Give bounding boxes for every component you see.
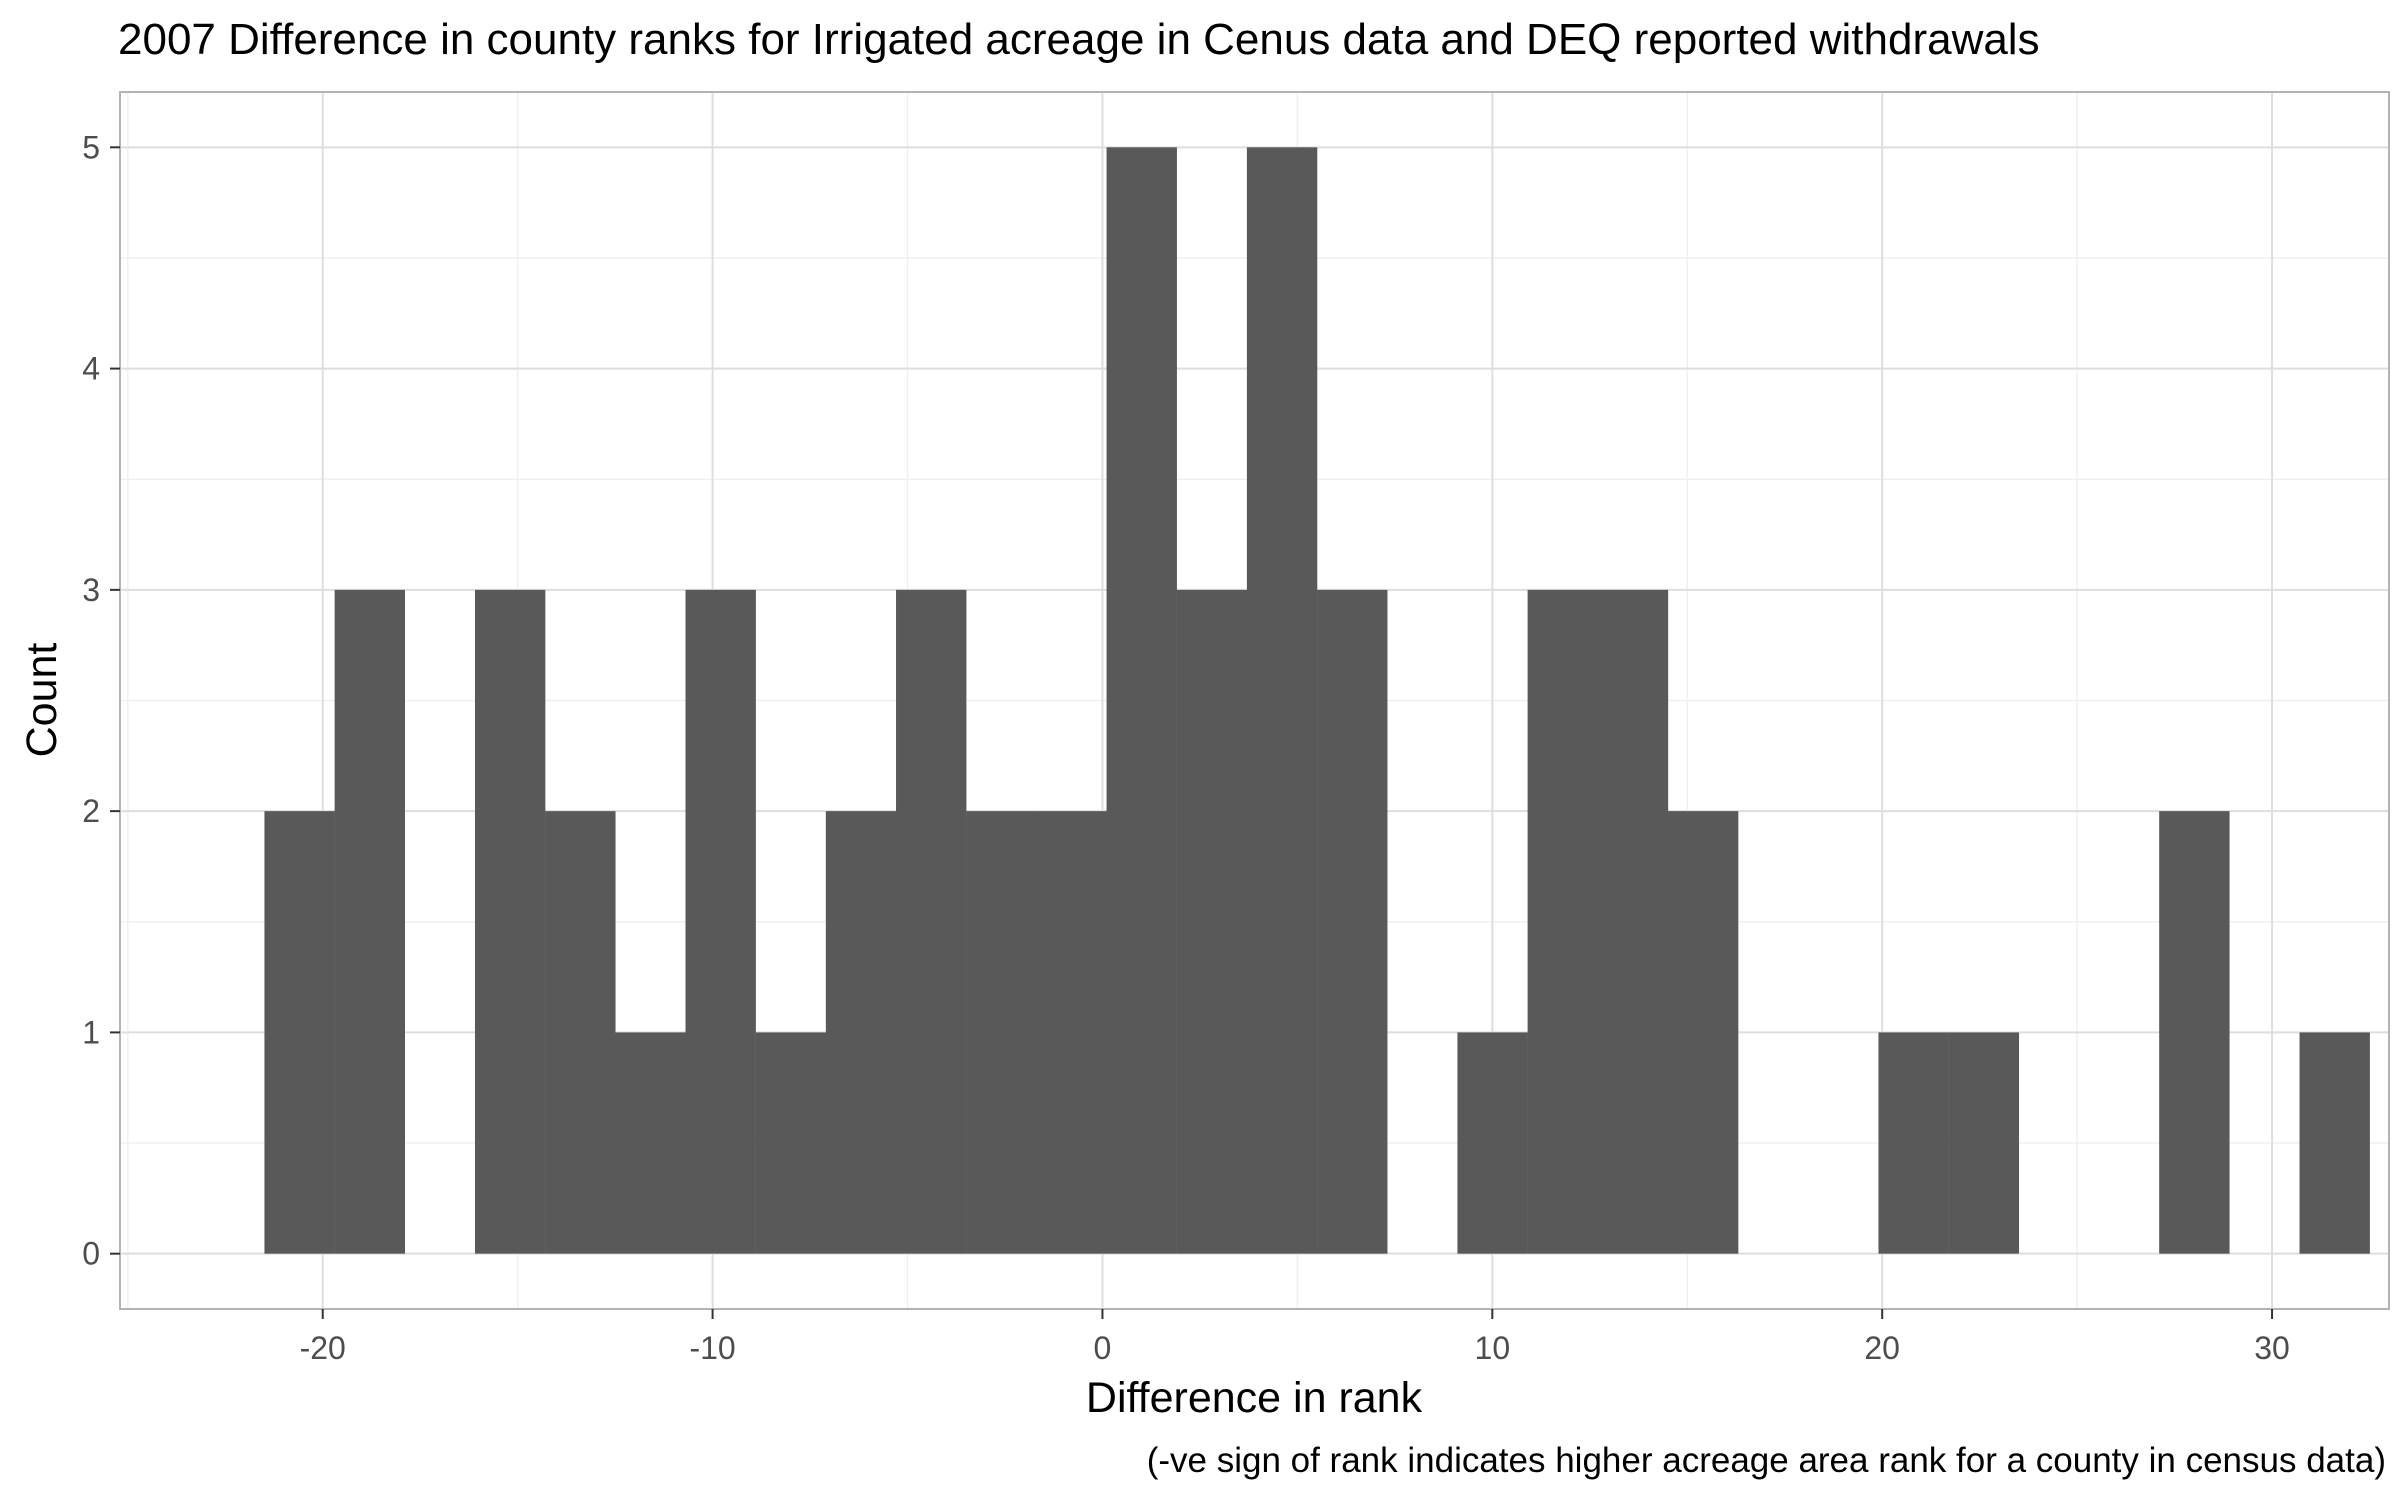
histogram-bar (896, 589, 967, 1254)
chart-caption: (-ve sign of rank indicates higher acrea… (1147, 1441, 2386, 1480)
histogram-bar (2299, 1032, 2370, 1254)
histogram-bar (334, 589, 406, 1254)
y-tick-label: 5 (82, 129, 100, 165)
histogram-bar (1036, 811, 1107, 1254)
histogram-bar (2159, 811, 2230, 1254)
x-tick-label: 0 (1094, 1330, 1112, 1366)
x-tick-label: -20 (300, 1330, 346, 1366)
y-tick-label: 1 (82, 1014, 100, 1050)
histogram-bar (1106, 147, 1177, 1254)
histogram-bar (966, 811, 1037, 1254)
histogram-bar (1317, 589, 1388, 1254)
histogram-bar (1176, 589, 1248, 1254)
y-tick-label: 2 (82, 793, 100, 829)
panel-border (119, 91, 2390, 1310)
histogram-bar (755, 1032, 827, 1254)
x-tick-label: 10 (1475, 1330, 1511, 1366)
histogram-bar (685, 589, 756, 1254)
x-axis-title: Difference in rank (1086, 1374, 1423, 1422)
x-tick-label: 20 (1864, 1330, 1900, 1366)
y-axis-title: Count (18, 643, 66, 758)
histogram-bar (615, 1032, 686, 1254)
histogram-bar (825, 811, 897, 1254)
x-tick-label: -10 (689, 1330, 735, 1366)
histogram-bar (264, 811, 335, 1254)
histogram-bar (474, 589, 546, 1254)
histogram-bar (1246, 147, 1318, 1254)
y-tick-label: 0 (82, 1236, 100, 1272)
histogram-bar (1457, 1032, 1528, 1254)
histogram-bar (1878, 1032, 1949, 1254)
histogram-bars (264, 147, 2370, 1254)
histogram-bar (1527, 589, 1598, 1254)
x-tick-label: 30 (2254, 1330, 2290, 1366)
x-axis-ticks: -20 -10 0 10 20 30 (300, 1309, 2290, 1366)
y-tick-label: 4 (82, 351, 100, 387)
y-tick-label: 3 (82, 572, 100, 608)
histogram-bar (1597, 589, 1669, 1254)
histogram-bar (1667, 811, 1739, 1254)
histogram-bar (545, 811, 616, 1254)
y-axis-ticks: 0 1 2 3 4 5 (82, 129, 120, 1272)
chart-title: 2007 Difference in county ranks for Irri… (118, 15, 2040, 64)
histogram-bar (1948, 1032, 2020, 1254)
